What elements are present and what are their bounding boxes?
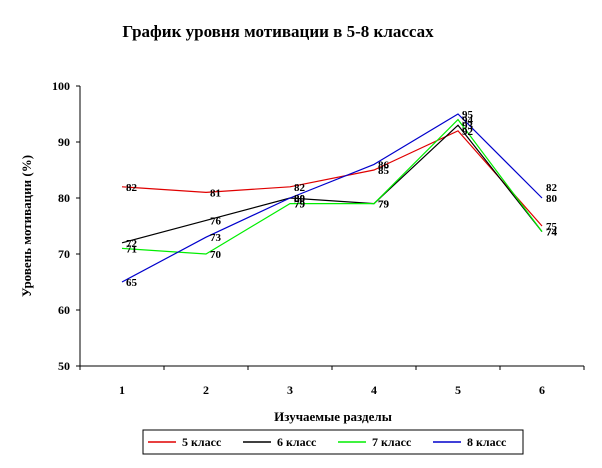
x-ticks: 1 2 3 4 5 6 xyxy=(79,366,585,397)
data-label: 71 xyxy=(126,243,137,255)
y-tick-label: 80 xyxy=(58,191,70,205)
data-label: 81 xyxy=(210,187,221,199)
series-line-7-class xyxy=(121,118,543,255)
y-tick-label: 100 xyxy=(52,79,70,93)
x-axis-label: Изучаемые разделы xyxy=(274,409,392,424)
x-tick-label: 5 xyxy=(455,383,461,397)
data-label: 94 xyxy=(462,115,474,127)
legend-label: 6 класс xyxy=(277,435,317,449)
legend-label: 8 класс xyxy=(467,435,507,449)
data-label: 65 xyxy=(126,277,138,289)
y-tick-label: 70 xyxy=(58,247,70,261)
data-label: 74 xyxy=(546,227,558,239)
data-label: 80 xyxy=(546,193,558,205)
legend-label: 5 класс xyxy=(182,435,222,449)
y-axis-label: Уровень мотивации (%) xyxy=(19,155,34,297)
legend: 5 класс 6 класс 7 класс 8 класс xyxy=(142,429,524,455)
x-tick-label: 3 xyxy=(287,383,293,397)
data-label: 79 xyxy=(294,199,306,211)
data-label: 86 xyxy=(378,159,390,171)
data-label-extra: 82 xyxy=(546,182,558,194)
data-label: 70 xyxy=(210,249,222,261)
data-label: 79 xyxy=(378,199,390,211)
data-label: 73 xyxy=(210,232,222,244)
y-ticks: 50 60 70 80 90 100 xyxy=(52,79,80,373)
data-label: 95 xyxy=(462,109,474,121)
data-label-extra: 80 xyxy=(294,193,306,205)
data-label: 72 xyxy=(126,238,138,250)
series-line-8-class xyxy=(121,113,543,283)
y-tick-label: 50 xyxy=(58,359,70,373)
data-label: 82 xyxy=(294,182,306,194)
series-lines xyxy=(121,113,543,283)
data-label: 76 xyxy=(210,215,222,227)
y-tick-label: 90 xyxy=(58,135,70,149)
data-label: 74 xyxy=(546,227,558,239)
data-label: 75 xyxy=(546,221,558,233)
data-label: 85 xyxy=(378,165,390,177)
data-label: 93 xyxy=(462,120,474,132)
data-label: 80 xyxy=(294,193,306,205)
data-label: 92 xyxy=(462,126,474,138)
y-tick-label: 60 xyxy=(58,303,70,317)
x-tick-label: 4 xyxy=(371,383,377,397)
x-tick-label: 2 xyxy=(203,383,209,397)
x-tick-label: 6 xyxy=(539,383,545,397)
series-line-5-class xyxy=(121,130,543,227)
data-label-extra: 79 xyxy=(294,199,306,211)
data-label: 79 xyxy=(378,199,390,211)
data-label: 80 xyxy=(294,193,306,205)
data-label: 82 xyxy=(126,182,138,194)
series-line-6-class xyxy=(121,124,543,244)
chart-title: График уровня мотивации в 5-8 классах xyxy=(122,22,434,41)
legend-label: 7 класс xyxy=(372,435,412,449)
x-tick-label: 1 xyxy=(119,383,125,397)
